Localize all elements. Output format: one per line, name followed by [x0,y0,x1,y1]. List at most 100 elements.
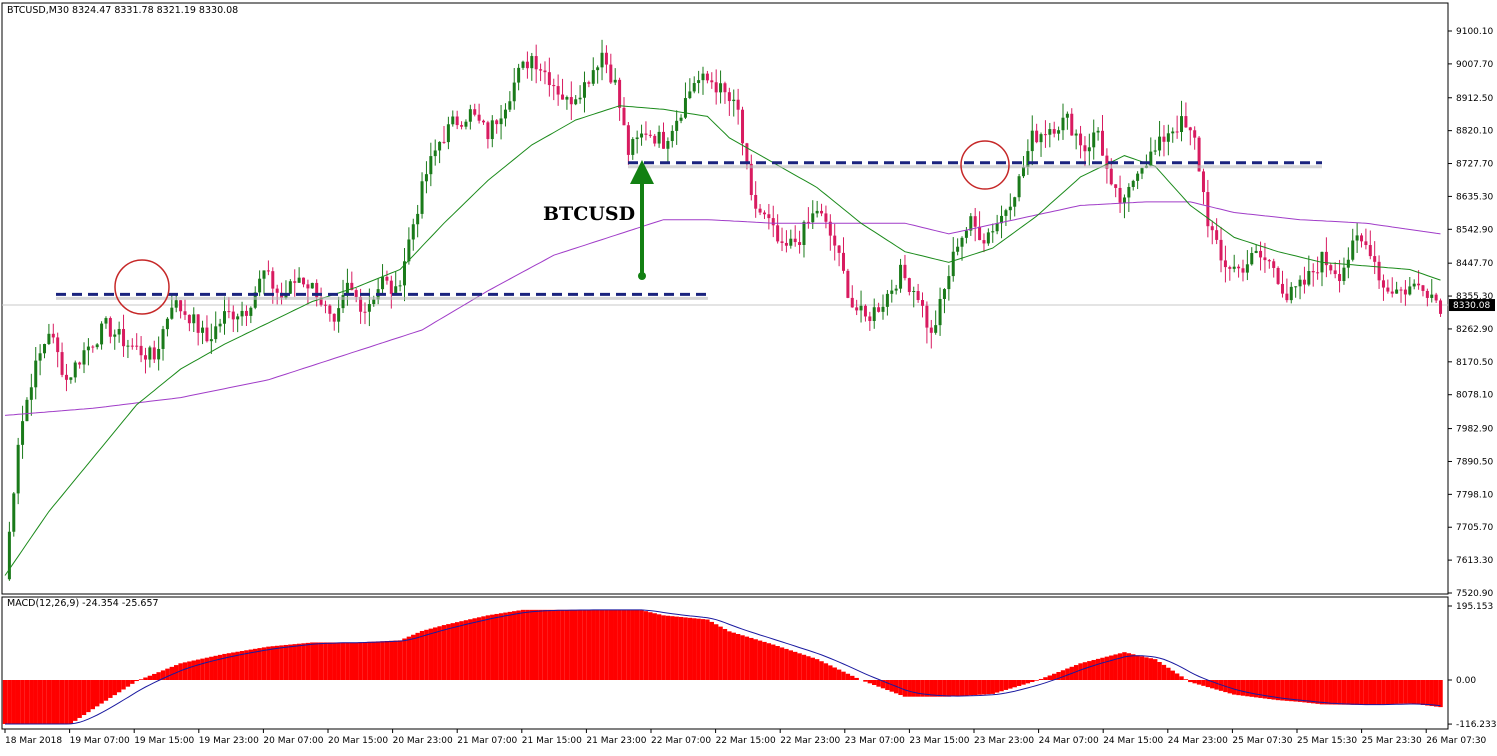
macd-bar [121,680,126,690]
macd-bar [810,657,815,680]
macd-bar [964,680,969,696]
macd-bar [318,642,324,680]
candle-body [104,318,108,324]
macd-bar [819,661,824,680]
macd-bar [481,616,486,680]
candle-body [732,99,736,102]
candle-body [381,276,385,290]
macd-bar [630,609,635,680]
candle-body [218,323,222,327]
macd-bar [1091,659,1096,680]
macd-bar [1346,680,1351,705]
macd-bar [375,641,381,680]
macd-bar [986,680,991,695]
macd-bar [643,611,649,680]
candle-body [556,86,560,95]
candle-body [201,327,205,333]
y-tick-label: 8542.90 [1456,225,1493,235]
candle-body [455,116,459,126]
candle-body [1193,130,1197,138]
macd-bar [933,680,938,697]
macd-bar [832,667,837,680]
candle-body [1149,151,1153,166]
macd-bar [1341,680,1347,705]
macd-bar [1034,680,1039,681]
macd-bar [779,647,785,680]
candle-body [407,239,411,262]
candle-body [1421,285,1425,291]
macd-bar [301,643,306,680]
candle-body [1412,283,1416,287]
macd-bar [292,644,297,680]
macd-bar [1025,680,1031,684]
macd-bar [1117,653,1123,680]
candle-body [293,281,297,283]
candle-body [389,280,393,294]
macd-bar [402,638,407,680]
macd-bar [661,615,666,680]
macd-tick-label: -116.233 [1456,720,1496,730]
candle-body [209,339,213,342]
candle-body [1210,226,1214,231]
macd-bar [362,642,368,680]
macd-bar [1104,656,1110,680]
macd-bar [222,653,227,680]
macd-bar [1157,662,1162,680]
candle-body [710,80,714,83]
candle-body [789,238,793,246]
candle-body [635,137,639,140]
macd-bar [116,680,122,693]
candle-body [824,213,828,222]
breakout-circle-1 [114,259,170,315]
macd-bar [231,652,236,680]
candle-body [231,311,235,320]
candle-body [688,91,692,99]
candle-body [1360,235,1364,242]
macd-bar [1030,680,1035,683]
macd-bar [872,680,877,686]
macd-bar [1196,680,1202,685]
macd-bar [485,615,491,680]
macd-bar [942,680,947,697]
macd-bar [507,611,513,680]
macd-bar [788,650,794,680]
macd-bar [371,641,376,680]
macd-bar [1095,658,1101,680]
candle-body [367,304,371,312]
macd-bar [143,677,148,680]
candle-body [754,194,758,209]
candle-body [1324,251,1328,266]
macd-bar [542,609,548,680]
candle-body [1215,230,1219,240]
candle-body [249,307,253,316]
candle-body [196,314,200,333]
candle-body [297,277,301,283]
macd-bar [1205,680,1211,688]
candle-body [964,230,968,238]
candle-body [1311,271,1315,273]
candle-body [262,270,266,279]
macd-bar [1218,680,1224,691]
macd-bar [397,640,403,680]
candle-body [135,345,139,347]
y-tick-label: 7890.50 [1456,457,1493,467]
candle-body [345,282,349,296]
macd-bar [1139,656,1145,680]
arrow-head [630,160,654,184]
macd-bar [270,646,275,680]
macd-bar [11,680,16,724]
macd-bar [656,614,662,680]
candle-body [398,285,402,287]
candle-body [152,347,156,360]
candle-body [1223,260,1227,268]
macd-bar [1337,680,1342,705]
y-tick-label: 7798.10 [1456,490,1493,500]
macd-bar [472,618,477,680]
candle-body [1430,294,1434,298]
y-tick-label: 8635.30 [1456,192,1493,202]
candle-body [451,116,455,125]
candle-body [767,214,771,219]
candle-body [1153,150,1157,152]
